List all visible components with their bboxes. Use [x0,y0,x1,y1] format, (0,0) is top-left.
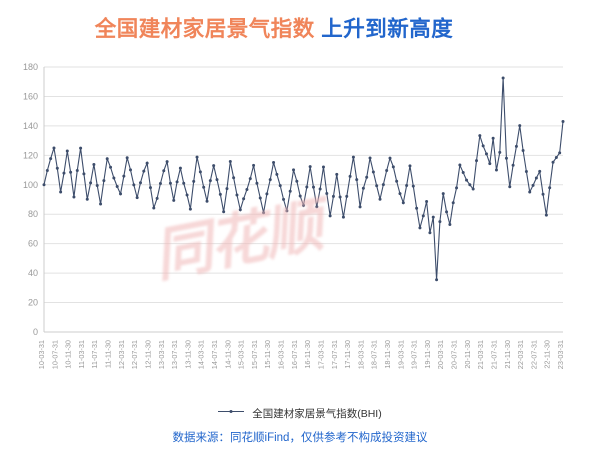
svg-text:140: 140 [23,121,38,131]
svg-text:14-07-31: 14-07-31 [210,340,219,369]
svg-text:14-11-30: 14-11-30 [223,340,232,369]
svg-text:40: 40 [28,268,38,278]
svg-text:13-03-31: 13-03-31 [157,340,166,369]
svg-text:20-11-30: 20-11-30 [463,340,472,369]
svg-text:120: 120 [23,150,38,160]
svg-text:22-11-30: 22-11-30 [543,340,552,369]
svg-text:14-03-31: 14-03-31 [197,340,206,369]
svg-text:10-03-31: 10-03-31 [37,340,46,369]
svg-text:100: 100 [23,180,38,190]
svg-text:11-03-31: 11-03-31 [77,340,86,369]
svg-text:160: 160 [23,91,38,101]
svg-text:11-11-30: 11-11-30 [104,340,113,368]
svg-text:22-07-31: 22-07-31 [529,340,538,369]
svg-text:15-03-31: 15-03-31 [237,340,246,369]
svg-text:12-11-30: 12-11-30 [143,340,152,369]
svg-text:16-07-31: 16-07-31 [290,340,299,369]
svg-text:13-07-31: 13-07-31 [170,340,179,369]
svg-text:20: 20 [28,298,38,308]
svg-text:22-03-31: 22-03-31 [516,340,525,369]
svg-text:60: 60 [28,239,38,249]
svg-text:17-11-30: 17-11-30 [343,340,352,369]
svg-text:23-03-31: 23-03-31 [556,340,565,369]
svg-text:80: 80 [28,209,38,219]
svg-text:21-03-31: 21-03-31 [476,340,485,369]
svg-text:18-07-31: 18-07-31 [370,340,379,369]
svg-text:19-03-31: 19-03-31 [396,340,405,369]
svg-text:18-11-30: 18-11-30 [383,340,392,369]
svg-text:18-03-31: 18-03-31 [356,340,365,369]
svg-text:16-03-31: 16-03-31 [277,340,286,369]
svg-text:11-07-31: 11-07-31 [90,340,99,369]
svg-text:20-03-31: 20-03-31 [436,340,445,369]
svg-text:17-07-31: 17-07-31 [330,340,339,369]
svg-text:21-07-31: 21-07-31 [489,340,498,369]
svg-text:180: 180 [23,62,38,72]
svg-text:20-07-31: 20-07-31 [450,340,459,369]
svg-text:10-07-31: 10-07-31 [50,340,59,369]
svg-text:12-03-31: 12-03-31 [117,340,126,369]
svg-text:19-11-30: 19-11-30 [423,340,432,369]
svg-text:17-03-31: 17-03-31 [316,340,325,369]
svg-text:19-07-31: 19-07-31 [410,340,419,369]
svg-text:10-11-30: 10-11-30 [64,340,73,369]
svg-text:15-07-31: 15-07-31 [250,340,259,369]
svg-text:21-11-30: 21-11-30 [503,340,512,369]
svg-text:同花顺: 同花顺 [150,191,339,289]
svg-text:15-11-30: 15-11-30 [263,340,272,369]
svg-text:0: 0 [33,327,38,337]
svg-text:16-11-30: 16-11-30 [303,340,312,369]
svg-text:12-07-31: 12-07-31 [130,340,139,369]
svg-text:13-11-30: 13-11-30 [183,340,192,369]
